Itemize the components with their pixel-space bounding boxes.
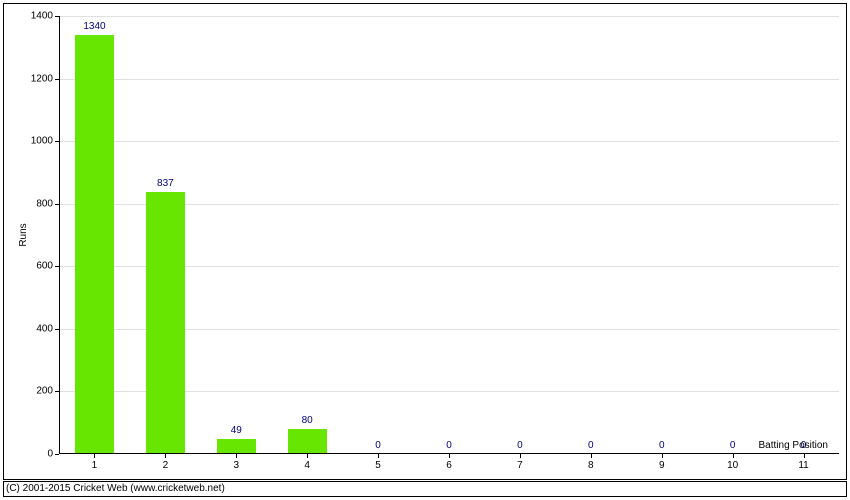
x-tick-mark (449, 454, 450, 458)
x-tick-label: 1 (92, 460, 98, 471)
x-tick-mark (307, 454, 308, 458)
x-tick-label: 7 (517, 460, 523, 471)
x-tick-label: 11 (798, 460, 808, 471)
y-tick-label: 200 (25, 386, 53, 397)
bar (217, 439, 256, 454)
y-tick-label: 600 (25, 261, 53, 272)
y-tick-mark (55, 454, 59, 455)
gridline (59, 16, 839, 17)
bar (146, 192, 185, 454)
x-tick-label: 3 (233, 460, 239, 471)
x-tick-mark (236, 454, 237, 458)
gridline (59, 141, 839, 142)
x-axis-label: Batting Position (759, 440, 829, 451)
x-tick-mark (378, 454, 379, 458)
x-tick-mark (520, 454, 521, 458)
bar (75, 35, 114, 454)
plot-area: 0200400600800100012001400134018372493804… (59, 16, 839, 454)
x-tick-label: 9 (659, 460, 665, 471)
bar-value-label: 49 (231, 425, 242, 436)
x-tick-label: 6 (446, 460, 452, 471)
y-tick-label: 1200 (25, 73, 53, 84)
x-tick-mark (165, 454, 166, 458)
x-tick-mark (804, 454, 805, 458)
bar-value-label: 1340 (83, 21, 105, 32)
y-tick-label: 0 (25, 449, 53, 460)
y-axis (59, 16, 60, 454)
bar-value-label: 0 (659, 440, 665, 451)
y-tick-label: 1400 (25, 11, 53, 22)
x-tick-label: 5 (375, 460, 381, 471)
bar-value-label: 0 (446, 440, 452, 451)
y-tick-label: 800 (25, 198, 53, 209)
bar-value-label: 837 (157, 178, 174, 189)
y-axis-label: Runs (18, 223, 29, 246)
y-tick-label: 1000 (25, 136, 53, 147)
bar-value-label: 0 (588, 440, 594, 451)
x-tick-mark (94, 454, 95, 458)
gridline (59, 79, 839, 80)
x-tick-label: 10 (727, 460, 738, 471)
x-tick-mark (733, 454, 734, 458)
bar (288, 429, 327, 454)
bar-value-label: 80 (302, 415, 313, 426)
bar-value-label: 0 (375, 440, 381, 451)
y-tick-label: 400 (25, 323, 53, 334)
bar-value-label: 0 (730, 440, 736, 451)
bar-value-label: 0 (517, 440, 523, 451)
x-tick-mark (591, 454, 592, 458)
copyright-text: (C) 2001-2015 Cricket Web (www.cricketwe… (3, 481, 847, 497)
x-tick-label: 2 (163, 460, 169, 471)
x-tick-label: 4 (304, 460, 310, 471)
x-tick-label: 8 (588, 460, 594, 471)
chart-frame: 0200400600800100012001400134018372493804… (3, 3, 847, 480)
x-axis (59, 453, 839, 454)
x-tick-mark (662, 454, 663, 458)
